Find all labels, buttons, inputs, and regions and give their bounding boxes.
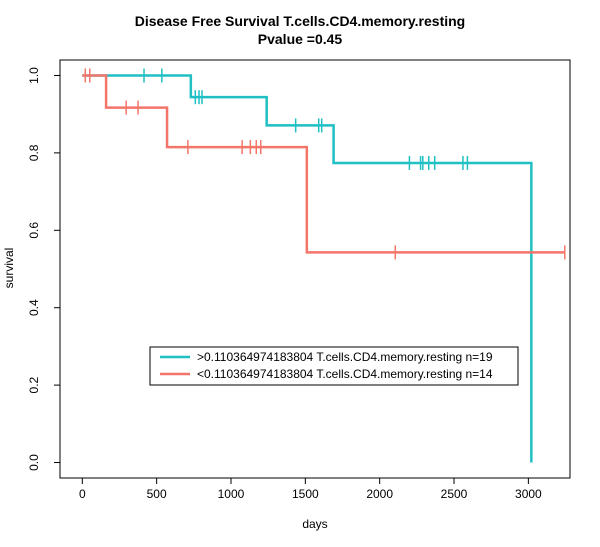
legend-box <box>149 346 519 386</box>
chart-title: Disease Free Survival T.cells.CD4.memory… <box>134 13 466 29</box>
y-axis: 0.0 0.2 0.4 0.6 0.8 1.0 <box>27 67 61 471</box>
x-tick-label: 0 <box>79 487 86 501</box>
x-axis-label: days <box>302 517 327 531</box>
x-axis: 0 500 1000 1500 2000 2500 3000 <box>79 477 542 501</box>
legend: >0.110364974183804 T.cells.CD4.memory.re… <box>149 346 519 386</box>
y-tick-label: 0.4 <box>27 299 41 316</box>
x-tick-label: 2000 <box>366 487 393 501</box>
x-tick-label: 1000 <box>218 487 245 501</box>
legend-label-series-1: >0.110364974183804 T.cells.CD4.memory.re… <box>197 350 493 364</box>
chart-subtitle: Pvalue =0.45 <box>257 31 343 47</box>
x-tick-label: 3000 <box>515 487 542 501</box>
survival-curve-series-2 <box>82 74 565 254</box>
x-tick-label: 1500 <box>292 487 319 501</box>
y-tick-label: 0.8 <box>27 144 41 161</box>
legend-label-series-2: <0.110364974183804 T.cells.CD4.memory.re… <box>197 367 493 381</box>
y-tick-label: 0.0 <box>27 454 41 471</box>
survival-curve-series-1 <box>82 74 533 463</box>
x-tick-label: 500 <box>147 487 167 501</box>
y-tick-label: 0.6 <box>27 222 41 239</box>
series-layer <box>82 68 566 463</box>
plot-frame <box>59 59 571 479</box>
y-tick-label: 1.0 <box>27 67 41 84</box>
y-tick-label: 0.2 <box>27 376 41 393</box>
y-axis-label: survival <box>2 248 16 289</box>
x-tick-label: 2500 <box>441 487 468 501</box>
